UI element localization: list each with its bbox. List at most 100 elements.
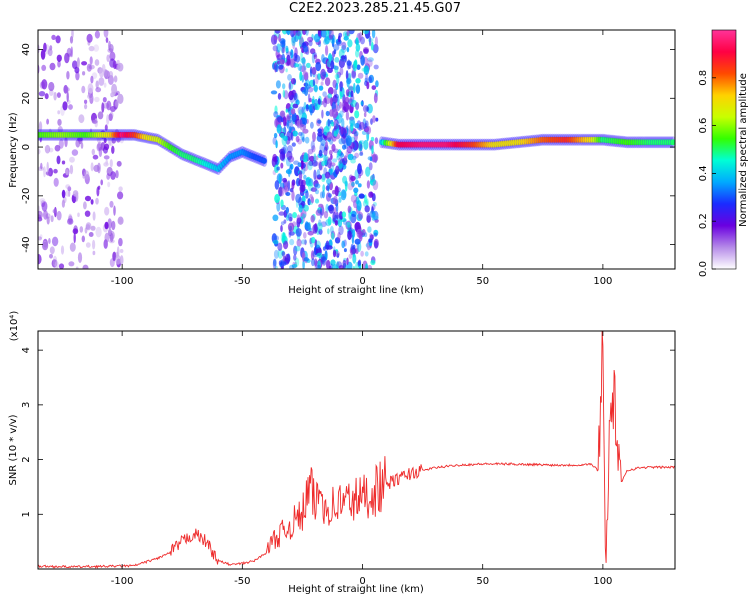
noise-speckle [358, 32, 363, 41]
noise-speckle [311, 145, 316, 153]
noise-speckle [86, 33, 93, 43]
noise-speckle [91, 148, 96, 156]
noise-speckle [374, 137, 379, 145]
noise-speckle [278, 211, 285, 216]
noise-speckle [83, 201, 87, 210]
noise-speckle [366, 198, 369, 208]
noise-speckle [354, 192, 358, 197]
noise-speckle [337, 160, 343, 170]
snr-x-tick-label: -100 [111, 576, 134, 587]
noise-speckle [338, 157, 344, 164]
noise-speckle [38, 91, 46, 97]
noise-speckle [365, 166, 371, 177]
noise-speckle [367, 57, 374, 62]
noise-speckle [40, 162, 43, 170]
noise-speckle [55, 35, 61, 44]
noise-speckle [368, 191, 374, 198]
noise-speckle [314, 183, 321, 189]
noise-speckle [345, 70, 349, 80]
noise-speckle [108, 71, 114, 79]
noise-speckle [309, 103, 312, 112]
noise-speckle [327, 216, 332, 226]
noise-speckle [316, 174, 322, 180]
snr-y-tick-label: 3 [21, 402, 32, 408]
noise-speckle [355, 39, 360, 45]
noise-speckle [310, 48, 316, 55]
noise-speckle [282, 83, 286, 90]
noise-speckle [106, 100, 112, 111]
noise-speckle [289, 238, 295, 246]
noise-speckle [344, 96, 350, 105]
noise-speckle [84, 195, 92, 202]
noise-speckle [358, 140, 365, 145]
colorbar-label: Normalized spectral amplitude [738, 73, 749, 227]
noise-speckle [324, 77, 331, 87]
noise-speckle [322, 154, 329, 163]
noise-speckle [111, 220, 116, 231]
noise-speckle [350, 194, 358, 203]
noise-speckle [286, 116, 290, 122]
noise-speckle [81, 61, 88, 66]
noise-speckle [343, 138, 349, 150]
noise-speckle [296, 214, 301, 223]
noise-speckle [338, 225, 344, 236]
spectrogram-x-tick-label: 0 [359, 276, 365, 287]
noise-speckle [329, 162, 336, 167]
noise-speckle [111, 145, 115, 154]
noise-speckle [117, 62, 124, 72]
noise-speckle [77, 137, 83, 142]
noise-speckle [298, 30, 303, 37]
noise-speckle [280, 221, 285, 226]
noise-speckle [293, 245, 298, 256]
noise-speckle [117, 191, 124, 200]
noise-speckle [353, 131, 358, 142]
noise-speckle [103, 82, 107, 88]
noise-speckle [87, 93, 93, 100]
noise-speckle [333, 119, 339, 130]
noise-speckle [48, 238, 51, 244]
noise-speckle [321, 128, 324, 133]
noise-speckle [291, 142, 296, 147]
noise-speckle [305, 30, 309, 36]
noise-speckle [346, 221, 351, 228]
colorbar-tick-label: 0.6 [698, 118, 709, 134]
noise-speckle [333, 44, 340, 51]
noise-speckle [54, 260, 59, 269]
noise-speckle [280, 146, 287, 155]
noise-speckle [303, 232, 307, 239]
noise-speckle [333, 195, 338, 205]
noise-speckle [97, 185, 101, 190]
noise-speckle [309, 97, 312, 103]
snr-y-ticks: 1 2 3 4 [21, 347, 675, 517]
noise-speckle [94, 30, 100, 39]
noise-speckle [117, 93, 124, 104]
noise-speckle [75, 71, 80, 81]
noise-speckle [296, 120, 300, 127]
noise-speckle [115, 170, 119, 179]
noise-speckle [344, 133, 348, 138]
noise-speckle [288, 82, 292, 90]
noise-speckle [273, 111, 279, 118]
noise-speckle [332, 211, 337, 223]
noise-speckle [99, 67, 105, 78]
noise-speckle [309, 155, 315, 162]
colorbar: 0.0 0.2 0.4 0.6 0.8 Normalized spectral ampl… [698, 29, 749, 277]
spectrogram-noise-layer [38, 30, 379, 269]
noise-speckle [285, 192, 291, 196]
noise-speckle [278, 33, 281, 42]
noise-speckle [102, 97, 107, 103]
noise-speckle [68, 261, 75, 267]
noise-speckle [285, 51, 292, 56]
noise-speckle [320, 191, 323, 199]
noise-speckle [279, 110, 286, 118]
noise-speckle [348, 116, 355, 121]
noise-speckle [77, 212, 80, 218]
noise-speckle [285, 157, 291, 167]
noise-speckle [331, 164, 335, 176]
noise-speckle [346, 59, 351, 70]
noise-speckle [365, 125, 372, 135]
noise-speckle [310, 196, 314, 204]
noise-speckle [118, 237, 123, 247]
noise-speckle [303, 174, 307, 180]
noise-speckle [319, 143, 326, 154]
